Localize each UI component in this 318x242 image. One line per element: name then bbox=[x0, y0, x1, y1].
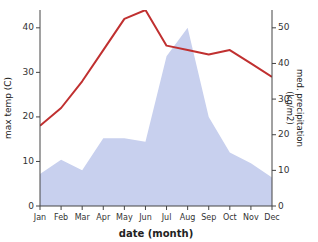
y2-tick-label: 40 bbox=[278, 58, 290, 68]
x-tick bbox=[166, 206, 167, 210]
x-tick-label: Nov bbox=[243, 213, 259, 222]
y2-tick-label: 0 bbox=[278, 201, 284, 211]
y-tick-label: 40 bbox=[23, 22, 35, 32]
y-tick bbox=[36, 72, 40, 73]
plot-area bbox=[40, 10, 272, 206]
y2-tick bbox=[272, 206, 276, 207]
x-tick-label: Mar bbox=[75, 213, 91, 222]
x-tick-label: Jul bbox=[161, 213, 172, 222]
y-tick-label: 0 bbox=[28, 201, 34, 211]
y2-tick bbox=[272, 170, 276, 171]
y-tick-label: 20 bbox=[23, 111, 35, 121]
x-tick-label: May bbox=[116, 213, 133, 222]
x-axis-line bbox=[40, 206, 272, 207]
x-tick bbox=[208, 206, 209, 210]
x-tick bbox=[61, 206, 62, 210]
y2-tick-label: 50 bbox=[278, 22, 290, 32]
y2-axis-line bbox=[272, 10, 273, 206]
y2-tick bbox=[272, 63, 276, 64]
x-tick bbox=[124, 206, 125, 210]
y2-tick bbox=[272, 134, 276, 135]
x-tick bbox=[187, 206, 188, 210]
x-tick bbox=[40, 206, 41, 210]
x-tick-label: Jan bbox=[33, 213, 46, 222]
x-tick-label: Feb bbox=[54, 213, 68, 222]
y-tick-label: 30 bbox=[23, 67, 35, 77]
y-axis-title: max temp (C) bbox=[3, 77, 13, 139]
x-tick-label: Sep bbox=[201, 213, 216, 222]
x-tick-label: Jun bbox=[138, 213, 152, 222]
x-tick-label: Aug bbox=[180, 213, 196, 222]
y-tick bbox=[36, 116, 40, 117]
temperature-line bbox=[40, 10, 272, 126]
x-tick-label: Dec bbox=[264, 213, 279, 222]
y-tick bbox=[36, 27, 40, 28]
chart: 01020304001020304050JanFebMarAprMayJunJu… bbox=[0, 0, 318, 242]
y2-axis-title: med. precipitation(kg/m2) bbox=[285, 69, 305, 147]
chart-container: 01020304001020304050JanFebMarAprMayJunJu… bbox=[0, 0, 318, 242]
y2-axis-title-line: (kg/m2) bbox=[285, 91, 295, 125]
y2-tick bbox=[272, 27, 276, 28]
x-tick bbox=[145, 206, 146, 210]
x-tick bbox=[82, 206, 83, 210]
y2-tick-label: 10 bbox=[278, 165, 290, 175]
y-tick bbox=[36, 161, 40, 162]
x-axis-title: date (month) bbox=[119, 228, 193, 239]
x-tick bbox=[272, 206, 273, 210]
y-tick-label: 10 bbox=[23, 156, 35, 166]
x-tick bbox=[103, 206, 104, 210]
x-tick bbox=[250, 206, 251, 210]
y2-tick-label: 20 bbox=[278, 129, 290, 139]
y-tick bbox=[36, 206, 40, 207]
x-tick-label: Oct bbox=[223, 213, 237, 222]
x-tick-label: Apr bbox=[96, 213, 111, 222]
y2-axis-title-line: med. precipitation bbox=[295, 69, 305, 147]
y-axis-line bbox=[40, 10, 41, 206]
x-tick bbox=[229, 206, 230, 210]
y2-tick bbox=[272, 99, 276, 100]
